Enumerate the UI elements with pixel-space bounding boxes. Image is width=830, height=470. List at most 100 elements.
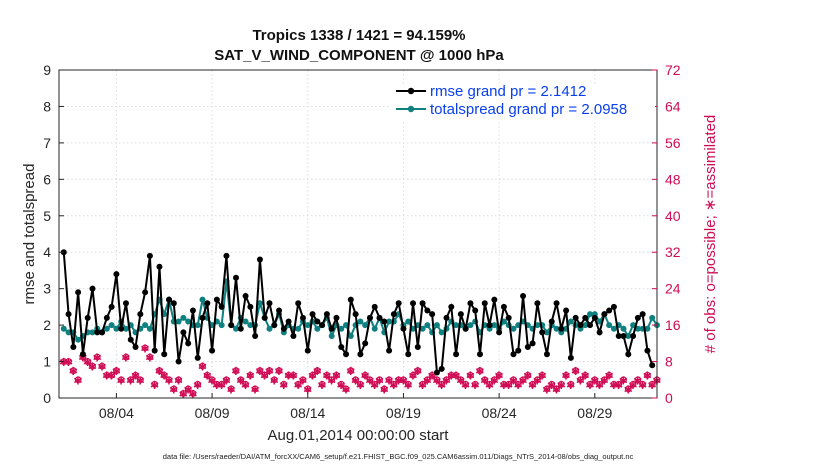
obs-assimilated-marker: ∗ xyxy=(522,369,533,384)
rmse-point xyxy=(84,314,91,321)
obs-assimilated-marker: ∗ xyxy=(537,369,548,384)
rmse-point xyxy=(132,343,139,350)
obs-assimilated-marker: ∗ xyxy=(168,382,179,397)
obs-assimilated-marker: ∗ xyxy=(623,382,634,397)
spread-point xyxy=(543,329,550,336)
obs-assimilated-marker: ∗ xyxy=(345,364,356,379)
obs-assimilated-marker: ∗ xyxy=(116,373,127,388)
obs-possible-marker xyxy=(443,376,450,384)
rmse-point xyxy=(161,351,168,358)
rmse-point xyxy=(343,351,350,358)
obs-assimilated-marker: ∗ xyxy=(293,378,304,393)
obs-possible-marker xyxy=(160,371,168,379)
obs-possible-marker xyxy=(275,367,283,375)
rmse-point xyxy=(410,300,417,307)
obs-assimilated-marker: ∗ xyxy=(455,373,466,388)
rmse-point xyxy=(223,252,230,259)
obs-possible-marker xyxy=(481,376,489,384)
spread-point xyxy=(357,318,364,325)
obs-possible-marker xyxy=(246,371,254,379)
legend: rmse grand pr = 2.1412 totalspread grand… xyxy=(390,83,655,120)
obs-possible-marker xyxy=(596,380,603,388)
obs-possible-marker xyxy=(514,380,522,388)
spread-point xyxy=(582,322,589,329)
obs-assimilated-marker: ∗ xyxy=(369,378,380,393)
rmse-point xyxy=(75,289,82,296)
spread-point xyxy=(266,325,273,332)
obs-assimilated-marker: ∗ xyxy=(207,373,218,388)
spread-point xyxy=(362,322,369,329)
obs-possible-marker xyxy=(256,367,264,375)
obs-possible-marker xyxy=(103,371,111,379)
obs-possible-marker xyxy=(280,380,288,388)
rmse-point xyxy=(500,303,507,310)
obs-possible-marker xyxy=(648,380,656,388)
obs-assimilated-marker: ∗ xyxy=(393,373,404,388)
rmse-point xyxy=(610,303,617,310)
obs-assimilated-marker: ∗ xyxy=(542,382,553,397)
rmse-point xyxy=(457,311,464,318)
obs-possible-marker xyxy=(199,362,206,370)
rmse-point xyxy=(553,300,560,307)
rmse-point xyxy=(99,329,106,336)
obs-assimilated-marker: ∗ xyxy=(398,373,409,388)
obs-assimilated-marker: ∗ xyxy=(202,369,213,384)
obs-assimilated-marker: ∗ xyxy=(647,378,658,393)
obs-possible-marker xyxy=(610,380,618,388)
rmse-point xyxy=(89,285,96,292)
obs-assimilated-marker: ∗ xyxy=(527,378,538,393)
rmse-point xyxy=(237,325,244,332)
obs-assimilated-marker: ∗ xyxy=(92,351,103,366)
obs-possible-marker xyxy=(567,380,575,388)
rmse-point xyxy=(213,296,220,303)
obs-assimilated-marker: ∗ xyxy=(412,364,423,379)
series-lines xyxy=(60,249,660,376)
rmse-point xyxy=(256,256,263,263)
obs-assimilated-marker: ∗ xyxy=(250,382,261,397)
obs-possible-marker xyxy=(467,371,474,379)
obs-possible-marker xyxy=(179,390,187,397)
obs-assimilated-marker: ∗ xyxy=(264,364,275,379)
obs-assimilated-marker: ∗ xyxy=(379,382,390,397)
rmse-point xyxy=(180,329,187,336)
rmse-point xyxy=(371,303,378,310)
obs-possible-marker xyxy=(438,380,446,388)
obs-possible-marker xyxy=(390,380,398,388)
right-tick-label: 56 xyxy=(665,135,681,151)
obs-possible-marker xyxy=(433,376,441,384)
y-tick-label: 8 xyxy=(43,98,51,114)
obs-assimilated-marker: ∗ xyxy=(197,360,208,375)
obs-possible-marker xyxy=(309,371,316,379)
obs-possible-marker xyxy=(385,376,393,384)
obs-assimilated-marker: ∗ xyxy=(211,378,222,393)
rmse-point xyxy=(209,347,216,354)
spread-point xyxy=(175,318,182,325)
obs-possible-marker xyxy=(89,362,96,370)
obs-possible-marker xyxy=(189,390,197,397)
spread-point xyxy=(644,325,651,332)
obs-possible-marker xyxy=(586,380,594,388)
spread-point xyxy=(510,325,517,332)
obs-possible-marker xyxy=(644,371,651,379)
obs-assimilated-marker: ∗ xyxy=(307,369,318,384)
spread-point xyxy=(433,322,440,329)
right-tick-label: 40 xyxy=(665,208,681,224)
rmse-point xyxy=(304,347,311,354)
spread-point xyxy=(649,314,656,321)
spread-point xyxy=(587,311,594,318)
obs-assimilated-marker: ∗ xyxy=(561,369,572,384)
rmse-point xyxy=(386,347,393,354)
obs-possible-marker xyxy=(223,376,230,384)
obs-assimilated-marker: ∗ xyxy=(269,373,280,388)
rmse-point xyxy=(328,325,335,332)
obs-assimilated-marker: ∗ xyxy=(422,373,433,388)
obs-possible-marker xyxy=(380,385,388,393)
obs-possible-marker xyxy=(270,376,278,384)
rmse-point xyxy=(558,325,565,332)
obs-possible-marker xyxy=(428,371,436,379)
obs-assimilated-marker: ∗ xyxy=(77,351,88,366)
rmse-point xyxy=(520,292,527,299)
obs-possible-marker xyxy=(419,380,426,388)
obs-assimilated-marker: ∗ xyxy=(317,378,328,393)
rmse-point xyxy=(625,351,632,358)
